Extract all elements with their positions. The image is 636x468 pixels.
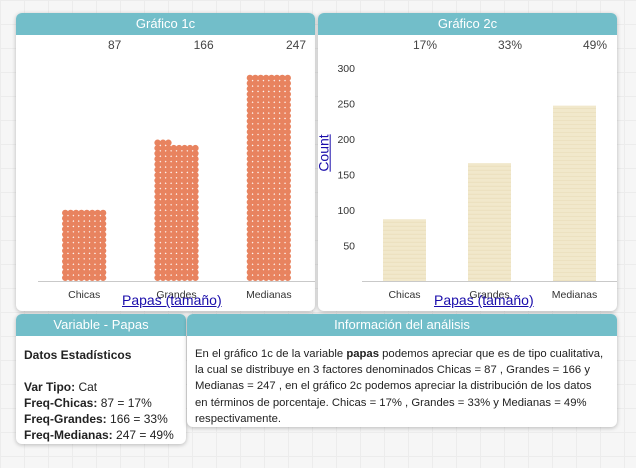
- chart-2c-ytick-250: 250: [337, 99, 355, 111]
- chart-2c-tick-chicas: Chicas: [388, 289, 420, 301]
- variable-card: Variable - Papas Datos Estadísticos Var …: [16, 314, 186, 444]
- info-text-start: En el gráfico 1c de la variable: [195, 348, 347, 360]
- stat-chicas-value: 87 = 17%: [100, 396, 152, 410]
- stats-title: Datos Estadísticos: [24, 348, 132, 362]
- chart-2c-value-label-chicas: 17%: [413, 38, 437, 52]
- info-header: Información del análisis: [187, 314, 617, 336]
- stat-tipo-label: Var Tipo:: [24, 380, 76, 394]
- chart-2c-ytick-50: 50: [343, 241, 355, 253]
- chart-1c-header: Gráfico 1c: [16, 13, 315, 35]
- chart-1c-bar-medianas: [246, 74, 291, 281]
- chart-1c-value-label-chicas: 87: [108, 38, 122, 52]
- chart-2c-header: Gráfico 2c: [318, 13, 617, 35]
- chart-1c-plot: Chicas 87 Grandes 166 Medianas 247: [38, 38, 315, 301]
- chart-1c-value-label-grandes: 166: [194, 38, 214, 52]
- chart-1c-bar-grandes: [154, 139, 199, 281]
- chart-2c-ytick-150: 150: [337, 170, 355, 182]
- stat-grandes: Freq-Grandes: 166 = 33%: [24, 411, 174, 427]
- chart-2c-ytick-100: 100: [337, 205, 355, 217]
- chart-2c-bar-medianas: [553, 105, 596, 281]
- chart-2c-plot: 50 100 150 200 250 300 Chicas 17% Grandes 33% Medi…: [337, 38, 617, 301]
- chart-1c-tick-medianas: Medianas: [246, 289, 292, 301]
- stat-chicas: Freq-Chicas: 87 = 17%: [24, 395, 174, 411]
- chart-2c-tick-medianas: Medianas: [552, 289, 598, 301]
- chart-1c-tick-chicas: Chicas: [68, 289, 100, 301]
- chart-1c-xlabel[interactable]: Papas (tamaño): [122, 292, 222, 308]
- stat-medianas: Freq-Medianas: 247 = 49%: [24, 427, 174, 443]
- info-text-variable: papas: [346, 348, 379, 360]
- chart-2c-ytick-300: 300: [337, 63, 355, 75]
- stats-block: Datos Estadísticos Var Tipo: Cat Freq-Ch…: [24, 347, 174, 443]
- info-card: Información del análisis En el gráfico 1…: [187, 314, 617, 427]
- stat-grandes-label: Freq-Grandes:: [24, 412, 107, 426]
- variable-header: Variable - Papas: [16, 314, 186, 336]
- stat-chicas-label: Freq-Chicas:: [24, 396, 98, 410]
- stat-medianas-label: Freq-Medianas:: [24, 428, 113, 442]
- info-text-rest: podemos apreciar que es de tipo cualitat…: [195, 348, 604, 425]
- chart-2c-value-label-grandes: 33%: [498, 38, 522, 52]
- stat-medianas-value: 247 = 49%: [116, 428, 174, 442]
- info-text: En el gráfico 1c de la variable papas po…: [195, 346, 607, 427]
- chart-2c-xlabel[interactable]: Papas (tamaño): [434, 292, 534, 308]
- chart-1c-tick-grandes: Grandes: [156, 289, 196, 301]
- chart-2c-card: Gráfico 2c 50 100 150 200 250 300 Chicas 17% Gra…: [318, 13, 617, 311]
- chart-1c-bar-chicas: [62, 209, 107, 281]
- chart-2c-value-label-medianas: 49%: [583, 38, 607, 52]
- chart-1c-value-label-medianas: 247: [286, 38, 306, 52]
- chart-2c-tick-grandes: Grandes: [469, 289, 509, 301]
- chart-2c-ylabel[interactable]: Count: [318, 134, 332, 172]
- stat-tipo: Var Tipo: Cat: [24, 379, 174, 395]
- chart-2c-ytick-200: 200: [337, 134, 355, 146]
- stat-grandes-value: 166 = 33%: [110, 412, 168, 426]
- chart-1c-card: Gráfico 1c Chicas 87 Grandes 166 Medianas 247…: [16, 13, 315, 311]
- stat-tipo-value: Cat: [78, 380, 98, 394]
